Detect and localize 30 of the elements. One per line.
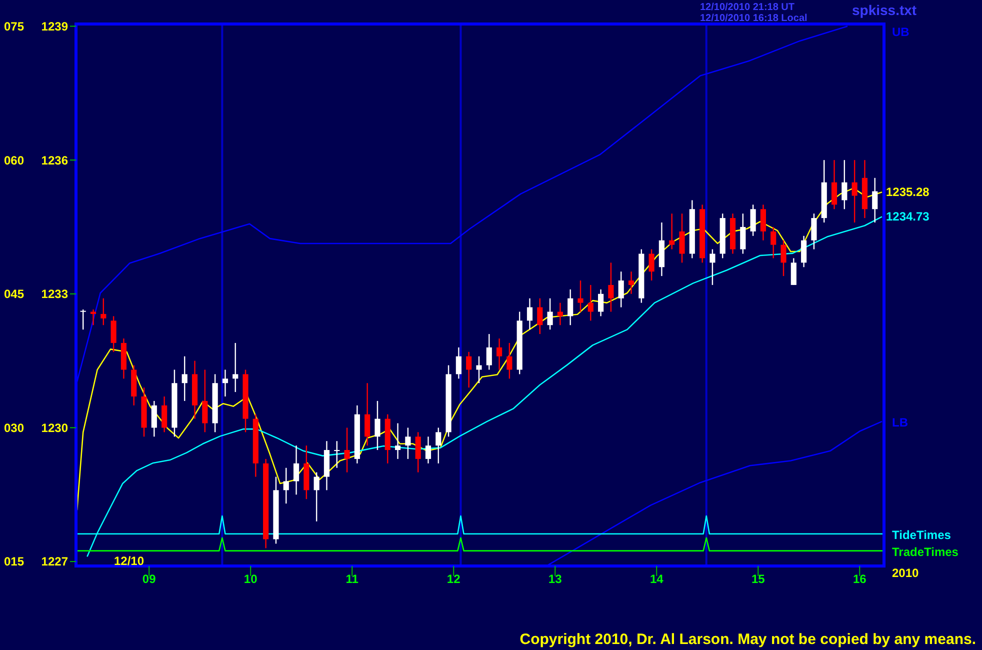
series-label: LB (892, 415, 908, 430)
y2-tick-label: 030 (4, 420, 24, 435)
x-tick-label: 15 (751, 572, 766, 586)
x-tick-label: 10 (244, 572, 258, 586)
x-tick-label: 11 (346, 572, 359, 586)
annotation: 1235.28 (886, 185, 930, 200)
y2-tick-label: 060 (4, 153, 24, 168)
text: UB (892, 25, 910, 39)
text: 12/10/2010 16:18 Local (700, 13, 808, 24)
annotation: 12/10 (114, 554, 144, 568)
x-tick-label: 14 (650, 572, 664, 586)
y-tick-label: 1233 (41, 287, 68, 302)
text: 12/10/2010 21:18 UT (700, 2, 795, 13)
y-tick-label: 1236 (41, 153, 68, 168)
y-tick-label: 1227 (41, 554, 68, 569)
y2-tick-label: 015 (4, 554, 24, 569)
x-tick-label: 09 (142, 572, 156, 586)
x-tick-label: 12 (446, 572, 461, 586)
y2-tick-label: 045 (4, 287, 24, 302)
y-tick-label: 1239 (41, 19, 68, 34)
y-tick-label: 1230 (41, 420, 68, 435)
text: spkiss.txt (852, 2, 917, 18)
series-label: TradeTimes (892, 544, 959, 559)
series-label: TideTimes (892, 528, 952, 542)
text: Copyright 2010, Dr. Al Larson. May not be copied by any means. (520, 631, 976, 648)
text: 2010 (892, 566, 920, 580)
annotation: 1234.73 (886, 210, 930, 224)
x-tick-label: 16 (852, 572, 867, 586)
y2-tick-label: 075 (4, 19, 24, 34)
x-tick-label: 13 (548, 572, 562, 586)
